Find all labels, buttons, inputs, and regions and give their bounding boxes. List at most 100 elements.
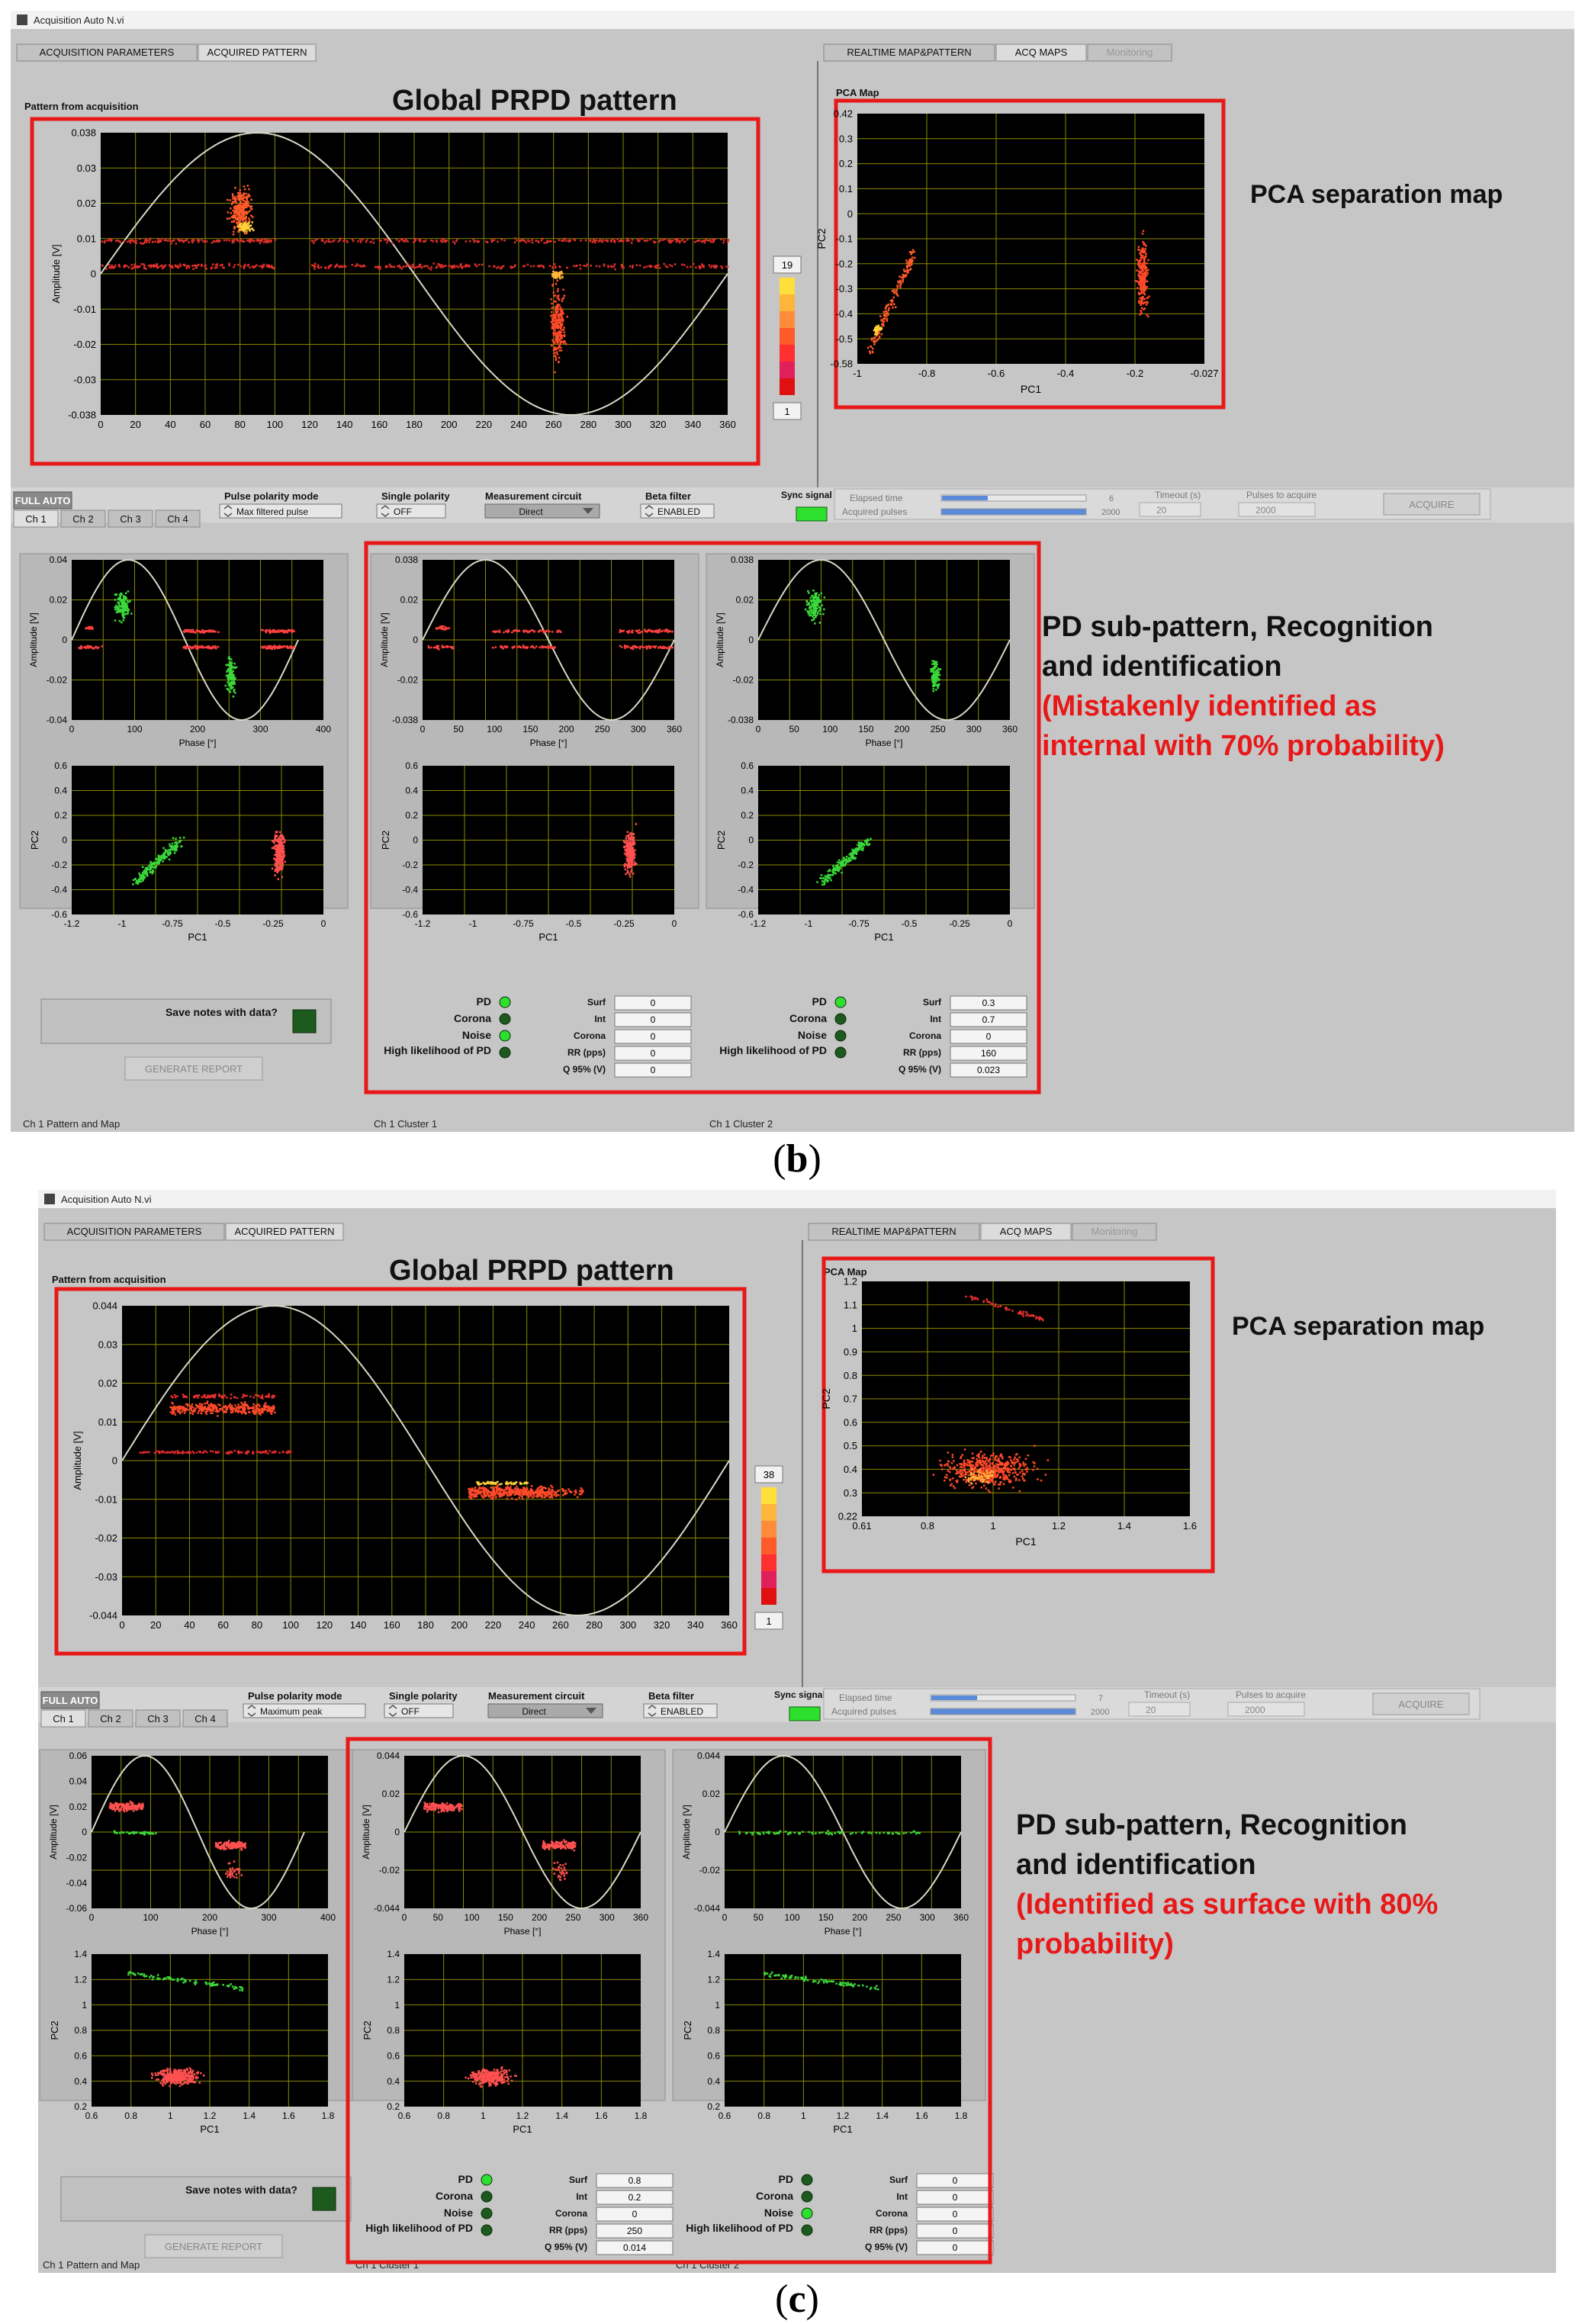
y-tick-label: -0.58 [830, 358, 853, 370]
tab-monitoring[interactable] [1087, 43, 1172, 62]
global-noise-band [184, 239, 186, 242]
global-noise-band [285, 1451, 288, 1454]
global-noise-band [193, 239, 195, 242]
sub-red-band [631, 629, 634, 632]
sub-pca-red [273, 839, 276, 841]
global-noise-band [411, 264, 414, 266]
beta-filter-select[interactable] [640, 503, 715, 519]
x-tick-label: 50 [453, 724, 464, 734]
global-noise-band [151, 265, 153, 267]
pca-cluster-point [1143, 291, 1145, 294]
tab-realtime-map[interactable] [808, 1223, 980, 1241]
global-noise-band [195, 264, 197, 267]
channel-tab-3[interactable] [108, 509, 153, 528]
global-pd-cluster [557, 307, 559, 310]
global-pd-cluster [210, 1403, 212, 1406]
global-pd-cluster [555, 311, 557, 313]
global-noise-band [537, 240, 539, 243]
pca-cluster-point [895, 291, 898, 294]
generate-report-button[interactable] [124, 1056, 263, 1081]
sub-red-band [626, 630, 629, 633]
sub-green-cluster [233, 678, 235, 681]
channel-tab-2[interactable] [60, 509, 106, 528]
global-noise-band [564, 237, 566, 240]
sub-red-band [442, 646, 445, 648]
sub-green-cluster [814, 593, 816, 595]
global-pd-cluster [235, 201, 238, 204]
x-axis-label: Phase [°] [866, 738, 903, 748]
global-pd-cluster [244, 1403, 247, 1406]
pca-cluster-point [911, 260, 914, 262]
sub-pca-green [162, 847, 165, 850]
global-pd-cluster [245, 192, 248, 195]
chevron-down-icon[interactable] [583, 508, 593, 514]
global-pd-cluster [561, 300, 564, 302]
y-tick-label: -0.4 [402, 885, 418, 895]
global-noise-band [378, 239, 381, 242]
global-pd-cluster [234, 217, 236, 219]
measurement-circuit-select[interactable] [484, 503, 600, 519]
pulse-polarity-select[interactable] [219, 503, 342, 519]
global-pd-cluster [241, 1403, 244, 1406]
stepper-icon[interactable] [223, 505, 233, 517]
single-polarity-toggle[interactable] [376, 503, 446, 519]
global-pd-cluster [240, 215, 242, 218]
global-noise-band [475, 265, 478, 268]
sub-red-band [654, 645, 657, 648]
global-pd-cluster [518, 1496, 520, 1499]
global-noise-band [215, 1451, 217, 1453]
sub-red-band [531, 629, 533, 632]
pca-cluster-point [1146, 280, 1149, 282]
tab-acq-maps[interactable] [980, 1223, 1072, 1241]
sub-green-cluster [805, 603, 809, 606]
tab-acquisition-parameters[interactable] [43, 1223, 225, 1241]
tab-acq-maps[interactable] [995, 43, 1087, 62]
pca-cluster-point [1140, 285, 1142, 288]
pca-cluster-point [908, 259, 911, 261]
pca-cluster-point [1146, 286, 1149, 288]
sub-red-band [207, 630, 209, 632]
sub-pca-green [172, 847, 174, 849]
sub-red-band [427, 646, 430, 649]
global-noise-band [514, 237, 516, 239]
tab-acquired-pattern[interactable] [225, 1223, 344, 1241]
x-tick-label: -0.2 [1127, 368, 1143, 379]
global-noise-band [514, 264, 516, 266]
global-noise-band [354, 265, 357, 268]
global-pd-cluster [544, 1496, 547, 1499]
sub-red-band [539, 646, 541, 649]
tab-acquisition-parameters[interactable] [16, 43, 198, 62]
sub-green-cluster [117, 606, 120, 609]
pulses-to-acquire-input[interactable] [1238, 502, 1316, 517]
channel-tab-4[interactable] [155, 509, 201, 528]
global-pd-cluster [186, 1403, 188, 1406]
sub-pca-green [137, 879, 140, 882]
sub-green-cluster [934, 670, 936, 673]
global-noise-band [418, 265, 420, 268]
sub-green-cluster [934, 667, 937, 670]
sub-pca-green [172, 845, 175, 847]
sub-pca-green [836, 861, 839, 863]
save-notes-toggle[interactable] [292, 1009, 317, 1033]
full-auto-button[interactable] [13, 491, 72, 509]
sub-green-cluster [126, 599, 129, 603]
sub-pca-red [626, 843, 629, 846]
tab-acquired-pattern[interactable] [198, 43, 317, 62]
pca-cluster-point [1140, 310, 1142, 312]
sub-red-band [506, 631, 509, 633]
timeout-input[interactable] [1139, 502, 1201, 517]
global-noise-band [496, 267, 498, 269]
stepper-icon[interactable] [645, 505, 654, 517]
tab-realtime-map[interactable] [823, 43, 995, 62]
global-pd-cluster [236, 217, 239, 219]
global-pd-cluster [258, 1412, 260, 1415]
global-noise-band [217, 239, 220, 242]
global-pd-cluster [557, 310, 559, 313]
global-pd-cluster [236, 222, 239, 224]
acquire-button[interactable] [1383, 493, 1481, 516]
stepper-icon[interactable] [381, 505, 390, 517]
global-pd-cluster [249, 195, 251, 198]
channel-tab-1[interactable] [13, 509, 59, 528]
global-noise-band [342, 265, 345, 268]
tab-monitoring[interactable] [1072, 1223, 1157, 1241]
